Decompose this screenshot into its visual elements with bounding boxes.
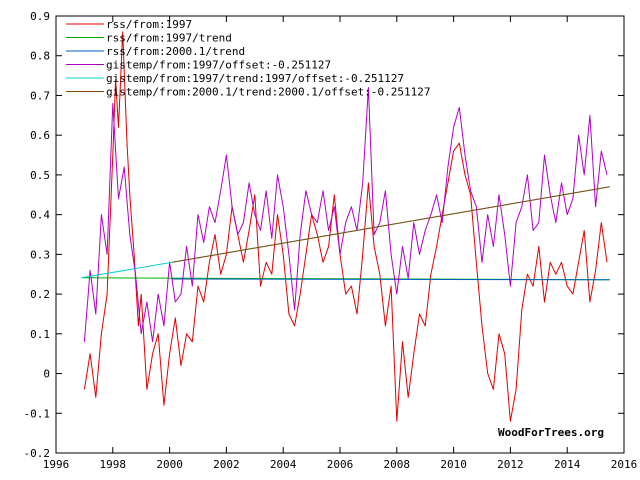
y-tick-label: 0	[43, 368, 50, 381]
y-tick-label: 0.6	[30, 129, 50, 142]
legend-label: gistemp/from:2000.1/trend:2000.1/offset:…	[106, 86, 431, 99]
x-tick-label: 2012	[497, 458, 524, 471]
series-line-1	[83, 31, 608, 422]
series-line-6	[172, 186, 610, 263]
y-tick-label: -0.2	[24, 447, 51, 460]
x-tick-label: 1996	[43, 458, 70, 471]
axes: 1996 1998 2000 2002 2004 2006 2008 2010 2012 2014…	[24, 10, 638, 471]
y-tick-label: 0.4	[30, 209, 50, 222]
y-tick-label: 0.8	[30, 50, 50, 63]
y-tick-label: 0.7	[30, 89, 50, 102]
chart-marks	[81, 31, 610, 422]
legend-label: rss/from:1997	[106, 18, 192, 31]
legend-label: rss/from:2000.1/trend	[106, 45, 245, 58]
y-tick-label: 0.1	[30, 328, 50, 341]
y-tick-label: -0.1	[24, 407, 51, 420]
watermark-text: WoodForTrees.org	[498, 426, 604, 439]
y-tick-label: 0.3	[30, 248, 50, 261]
x-tick-label: 1998	[100, 458, 127, 471]
x-tick-label: 2002	[213, 458, 240, 471]
y-tick-label: 0.2	[30, 288, 50, 301]
x-tick-label: 2008	[384, 458, 411, 471]
x-tick-label: 2004	[270, 458, 297, 471]
series-line-4	[83, 87, 608, 343]
y-tick-label: 0.5	[30, 169, 50, 182]
y-tick-label: 0.9	[30, 10, 50, 23]
x-tick-label: 2010	[440, 458, 467, 471]
legend: rss/from:1997rss/from:1997/trendrss/from…	[66, 18, 431, 99]
legend-label: gistemp/from:1997/offset:-0.251127	[106, 59, 331, 72]
legend-label: rss/from:1997/trend	[106, 32, 232, 45]
x-tick-label: 2006	[327, 458, 354, 471]
legend-label: gistemp/from:1997/trend:1997/offset:-0.2…	[106, 72, 404, 85]
x-tick-label: 2016	[611, 458, 638, 471]
series-line-3	[172, 278, 610, 281]
x-tick-label: 2000	[156, 458, 183, 471]
x-tick-label: 2014	[554, 458, 581, 471]
